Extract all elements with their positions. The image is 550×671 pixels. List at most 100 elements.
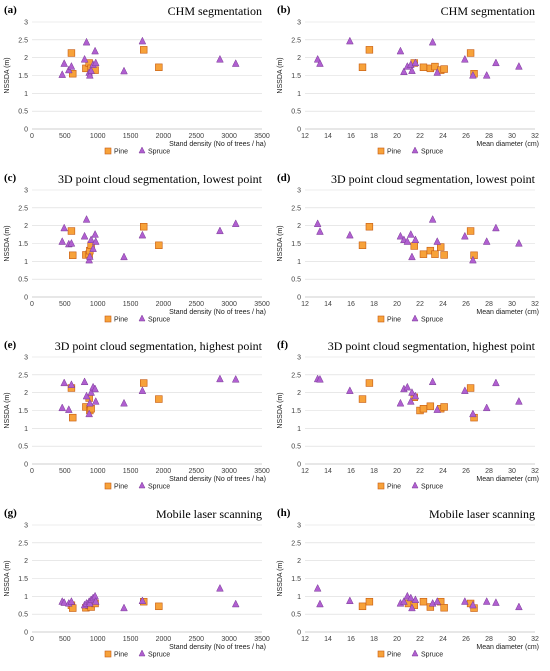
spruce-point bbox=[482, 597, 491, 605]
x-tick-label: 1500 bbox=[123, 636, 139, 643]
legend-spruce-label: Spruce bbox=[148, 484, 170, 491]
y-tick-label: 2 bbox=[297, 55, 301, 62]
x-tick-label: 18 bbox=[370, 636, 378, 643]
spruce-point bbox=[411, 58, 420, 67]
y-tick-label: 2 bbox=[297, 390, 301, 397]
pine-point bbox=[466, 384, 475, 392]
spruce-point bbox=[492, 223, 500, 232]
spruce-point bbox=[313, 219, 322, 227]
spruce-point bbox=[80, 377, 89, 386]
spruce-point bbox=[91, 384, 99, 393]
x-tick-label: 32 bbox=[531, 133, 539, 140]
y-tick-label: 3 bbox=[24, 20, 28, 27]
y-tick-label: 1 bbox=[297, 426, 301, 433]
spruce-point bbox=[396, 231, 405, 240]
spruce-point bbox=[316, 599, 324, 608]
legend-spruce-swatch bbox=[411, 649, 419, 657]
y-tick-label: 2.5 bbox=[18, 37, 28, 44]
x-tick-label: 28 bbox=[485, 133, 493, 140]
x-axis-label: Mean diameter (cm) bbox=[476, 476, 539, 483]
x-tick-label: 22 bbox=[416, 301, 424, 308]
y-tick-label: 3 bbox=[24, 188, 28, 195]
x-tick-label: 0 bbox=[30, 133, 34, 140]
pine-point bbox=[419, 597, 428, 606]
x-axis-label: Mean diameter (cm) bbox=[476, 141, 539, 148]
y-tick-label: 2.5 bbox=[291, 372, 301, 379]
y-tick-label: 2.5 bbox=[18, 205, 28, 212]
spruce-point bbox=[86, 70, 94, 79]
spruce-point bbox=[216, 374, 224, 383]
x-tick-label: 3000 bbox=[221, 636, 237, 643]
y-tick-label: 2 bbox=[297, 558, 301, 565]
spruce-point bbox=[515, 397, 523, 405]
legend: Pine Spruce bbox=[377, 649, 443, 659]
panel-a: (a) CHM segmentation 0 0.5 1 1.5 2 2.5 3 0 500 1000… bbox=[4, 4, 270, 156]
spruce-point bbox=[138, 36, 147, 45]
pine-point bbox=[365, 379, 374, 387]
spruce-point bbox=[316, 227, 324, 235]
spruce-point bbox=[396, 46, 405, 55]
y-tick-label: 2.5 bbox=[291, 37, 301, 44]
spruce-point bbox=[87, 66, 95, 74]
pine-point bbox=[69, 251, 77, 259]
pine-point bbox=[440, 403, 448, 411]
pine-point bbox=[155, 602, 163, 611]
spruce-point bbox=[469, 70, 477, 79]
x-tick-label: 14 bbox=[324, 468, 332, 475]
x-axis-label: Mean diameter (cm) bbox=[476, 644, 539, 651]
spruce-point bbox=[406, 397, 415, 405]
legend-pine-swatch bbox=[104, 147, 112, 155]
spruce-point bbox=[482, 403, 491, 412]
x-tick-label: 20 bbox=[393, 301, 401, 308]
panel-d: (d) 3D point cloud segmentation, lowest p… bbox=[277, 172, 539, 324]
legend-spruce-swatch bbox=[138, 314, 146, 322]
spruce-point bbox=[60, 59, 69, 67]
legend-spruce-label: Spruce bbox=[421, 484, 443, 491]
spruce-point bbox=[515, 62, 523, 70]
legend-spruce-label: Spruce bbox=[421, 149, 443, 156]
x-tick-label: 26 bbox=[462, 301, 470, 308]
x-axis-label: Stand density (No of trees / ha) bbox=[169, 476, 266, 483]
spruce-point bbox=[408, 66, 416, 74]
spruce-point bbox=[515, 602, 523, 611]
spruce-point bbox=[461, 231, 469, 240]
spruce-point bbox=[82, 37, 91, 46]
y-axis-label: NSSDA (m) bbox=[4, 560, 11, 596]
x-tick-label: 20 bbox=[393, 468, 401, 475]
y-tick-label: 3 bbox=[297, 355, 301, 362]
x-tick-label: 3500 bbox=[254, 636, 270, 643]
spruce-point bbox=[138, 596, 147, 605]
y-tick-label: 0.5 bbox=[18, 444, 28, 451]
spruce-point bbox=[60, 378, 69, 387]
spruce-point bbox=[67, 238, 76, 247]
x-tick-label: 22 bbox=[416, 133, 424, 140]
spruce-point bbox=[403, 237, 412, 245]
spruce-point bbox=[400, 67, 408, 75]
pine-point bbox=[419, 63, 428, 71]
x-tick-label: 24 bbox=[439, 468, 447, 475]
spruce-point bbox=[316, 59, 324, 67]
spruce-point bbox=[469, 255, 477, 264]
spruce-point bbox=[406, 593, 415, 602]
x-tick-label: 12 bbox=[301, 301, 309, 308]
spruce-point bbox=[428, 215, 437, 223]
legend-pine-label: Pine bbox=[114, 652, 128, 659]
spruce-point bbox=[492, 58, 500, 67]
x-tick-label: 1000 bbox=[90, 133, 106, 140]
x-axis-label: Mean diameter (cm) bbox=[476, 309, 539, 316]
x-axis-label: Stand density (No of trees / ha) bbox=[169, 309, 266, 316]
legend-pine-swatch bbox=[377, 482, 385, 490]
pine-point bbox=[440, 604, 448, 612]
y-tick-label: 2.5 bbox=[291, 540, 301, 547]
x-tick-label: 14 bbox=[324, 133, 332, 140]
pine-point bbox=[410, 242, 418, 250]
chart-title: 3D point cloud segmentation, highest poi… bbox=[328, 339, 536, 353]
legend-pine-label: Pine bbox=[387, 149, 401, 156]
panel-label: (f) bbox=[277, 339, 288, 351]
spruce-point bbox=[396, 398, 405, 407]
pine-point bbox=[365, 46, 374, 54]
y-tick-label: 1.5 bbox=[18, 408, 28, 415]
x-tick-label: 1000 bbox=[90, 468, 106, 475]
panel-label: (c) bbox=[4, 172, 17, 184]
x-tick-label: 16 bbox=[347, 301, 355, 308]
